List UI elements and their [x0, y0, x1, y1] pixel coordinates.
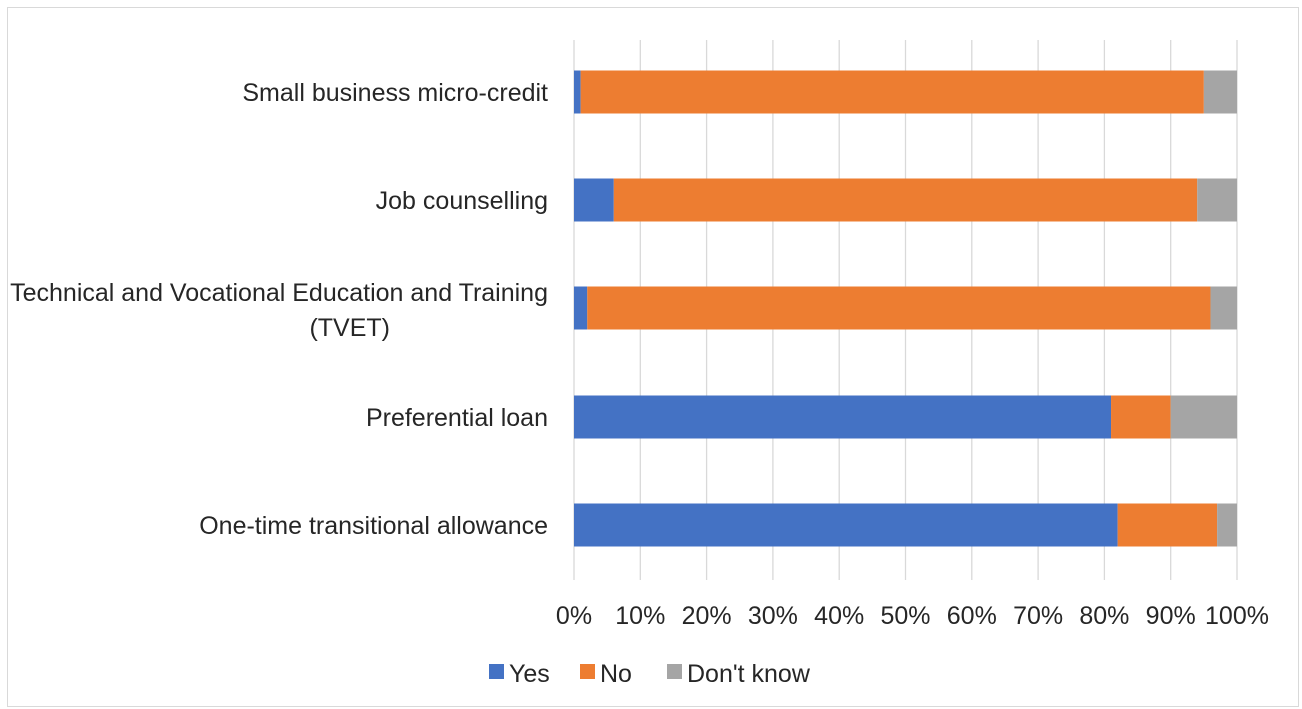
legend-swatch-no — [580, 664, 595, 679]
category-labels: Small business micro-credit Job counselli… — [10, 79, 548, 540]
category-label-small-business-micro-credit: Small business micro-credit — [242, 79, 548, 107]
x-tick-label-80: 80% — [1079, 602, 1129, 630]
bar-don-t-know-job-counselling — [1197, 178, 1237, 222]
category-label-job-counselling: Job counselling — [376, 187, 548, 215]
x-tick-label-90: 90% — [1146, 602, 1196, 630]
x-tick-label-0: 0% — [556, 602, 592, 630]
x-tick-label-10: 10% — [615, 602, 665, 630]
bar-don-t-know-technical-and-vocational-education-and-training-tvet — [1210, 286, 1237, 330]
x-tick-label-100: 100% — [1205, 602, 1269, 630]
x-tick-label-30: 30% — [748, 602, 798, 630]
legend-swatch-yes — [489, 664, 504, 679]
bar-no-one-time-transitional-allowance — [1117, 503, 1218, 547]
bar-no-preferential-loan — [1111, 395, 1171, 439]
x-tick-label-20: 20% — [682, 602, 732, 630]
bar-yes-small-business-micro-credit — [574, 70, 581, 114]
category-label-preferential-loan: Preferential loan — [366, 404, 548, 432]
bar-don-t-know-small-business-micro-credit — [1203, 70, 1237, 114]
category-label-technical-and-vocational-education-and-training-tvet: Technical and Vocational Education and T… — [10, 279, 548, 342]
bar-don-t-know-preferential-loan — [1170, 395, 1237, 439]
bar-yes-one-time-transitional-allowance — [574, 503, 1118, 547]
bar-no-small-business-micro-credit — [580, 70, 1204, 114]
bar-no-job-counselling — [613, 178, 1198, 222]
x-tick-label-70: 70% — [1013, 602, 1063, 630]
x-tick-label-40: 40% — [814, 602, 864, 630]
legend-item-don-t-know: Don't know — [667, 660, 811, 688]
legend-item-yes: Yes — [489, 660, 550, 688]
legend-label-no: No — [600, 660, 632, 688]
bar-yes-technical-and-vocational-education-and-training-tvet — [574, 286, 588, 330]
bars — [574, 70, 1237, 547]
legend-label-don-t-know: Don't know — [687, 660, 811, 688]
legend-swatch-don-t-know — [667, 664, 682, 679]
bar-yes-job-counselling — [574, 178, 614, 222]
legend: Yes No Don't know — [489, 660, 811, 688]
legend-item-no: No — [580, 660, 632, 688]
category-label-one-time-transitional-allowance: One-time transitional allowance — [199, 512, 548, 540]
legend-label-yes: Yes — [509, 660, 550, 688]
x-tick-label-50: 50% — [880, 602, 930, 630]
bar-don-t-know-one-time-transitional-allowance — [1217, 503, 1237, 547]
bar-yes-preferential-loan — [574, 395, 1112, 439]
chart-frame — [7, 7, 1299, 707]
x-tick-label-60: 60% — [947, 602, 997, 630]
x-tick-labels: 0% 10% 20% 30% 40% 50% 60% 70% 80% 90% 100% — [556, 602, 1269, 630]
bar-no-technical-and-vocational-education-and-training-tvet — [587, 286, 1211, 330]
